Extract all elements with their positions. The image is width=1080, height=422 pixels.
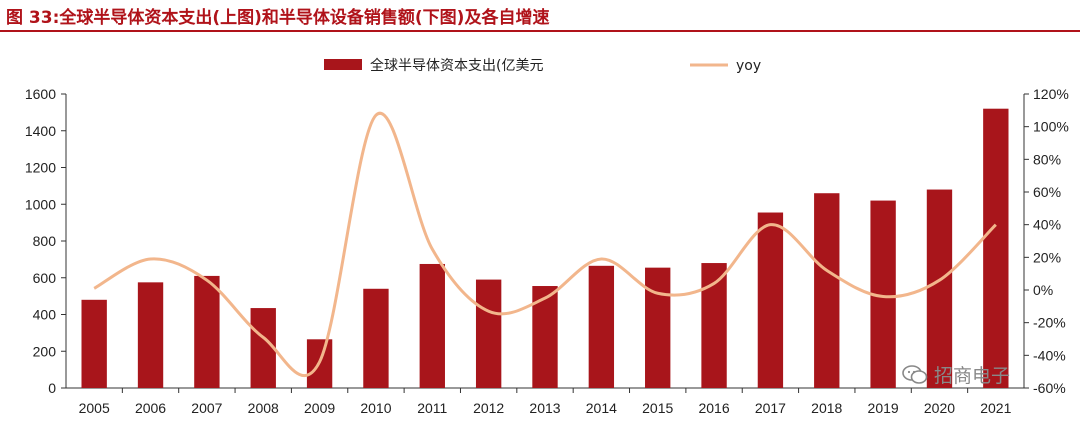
left-tick-label: 1000 [25,196,56,212]
left-tick-label: 800 [33,233,57,249]
left-tick-label: 1200 [25,160,56,176]
x-tick-label: 2010 [360,400,391,416]
x-tick-label: 2018 [811,400,842,416]
yoy-line [93,111,997,378]
wechat-icon [902,364,928,384]
right-tick-label: 80% [1033,151,1061,167]
bar [475,279,502,388]
x-tick-label: 2006 [135,400,166,416]
x-tick-label: 2008 [248,400,279,416]
x-tick-label: 2005 [79,400,110,416]
x-tick-label: 2016 [698,400,729,416]
left-tick-label: 600 [33,270,57,286]
watermark: 招商电子 [902,361,1010,388]
left-tick-label: 400 [33,307,57,323]
plot-area: 0 200 400 600 800 1000 1200 1400 1600 -60% -40% -20… [25,86,1069,416]
left-tick-label: 1600 [25,86,56,102]
x-tick-label: 2019 [868,400,899,416]
left-tick-label: 0 [48,380,56,396]
legend-bar-label: 全球半导体资本支出(亿美元 [370,57,543,74]
x-tick-label: 2021 [980,400,1011,416]
x-tick-label: 2011 [417,400,447,416]
bar [645,267,671,388]
bar [757,212,784,388]
bar [81,299,107,388]
bar [814,193,840,388]
right-tick-label: 40% [1033,217,1061,233]
bar [250,308,276,388]
bar [419,263,445,388]
legend-bar-swatch [324,59,362,70]
x-tick-label: 2013 [529,400,560,416]
x-tick-label: 2020 [924,400,955,416]
figure-title: 图 33:全球半导体资本支出(上图)和半导体设备销售额(下图)及各自增速 [6,8,550,28]
right-tick-label: 20% [1033,249,1061,265]
right-tick-label: 120% [1033,86,1069,102]
x-tick-label: 2014 [586,400,617,416]
x-tick-label: 2017 [755,400,786,416]
bar [137,282,164,388]
left-tick-label: 1400 [25,123,56,139]
right-tick-label: -40% [1033,347,1066,363]
x-tick-label: 2007 [191,400,222,416]
bar [588,265,615,388]
bar [363,288,389,388]
bar [926,189,953,388]
bar [194,275,220,388]
left-tick-label: 200 [33,343,57,359]
watermark-text: 招商电子 [934,365,1011,387]
bar [983,108,1009,388]
legend-line-label: yoy [736,58,761,74]
title-rule [0,30,1080,32]
x-tick-label: 2012 [473,400,504,416]
right-tick-label: -60% [1033,380,1066,396]
legend: 全球半导体资本支出(亿美元 yoy [324,57,761,74]
x-tick-label: 2009 [304,400,335,416]
right-tick-label: -20% [1033,315,1066,331]
right-tick-label: 60% [1033,184,1061,200]
right-tick-label: 100% [1033,119,1069,135]
x-tick-label: 2015 [642,400,673,416]
right-tick-label: 0% [1033,282,1053,298]
